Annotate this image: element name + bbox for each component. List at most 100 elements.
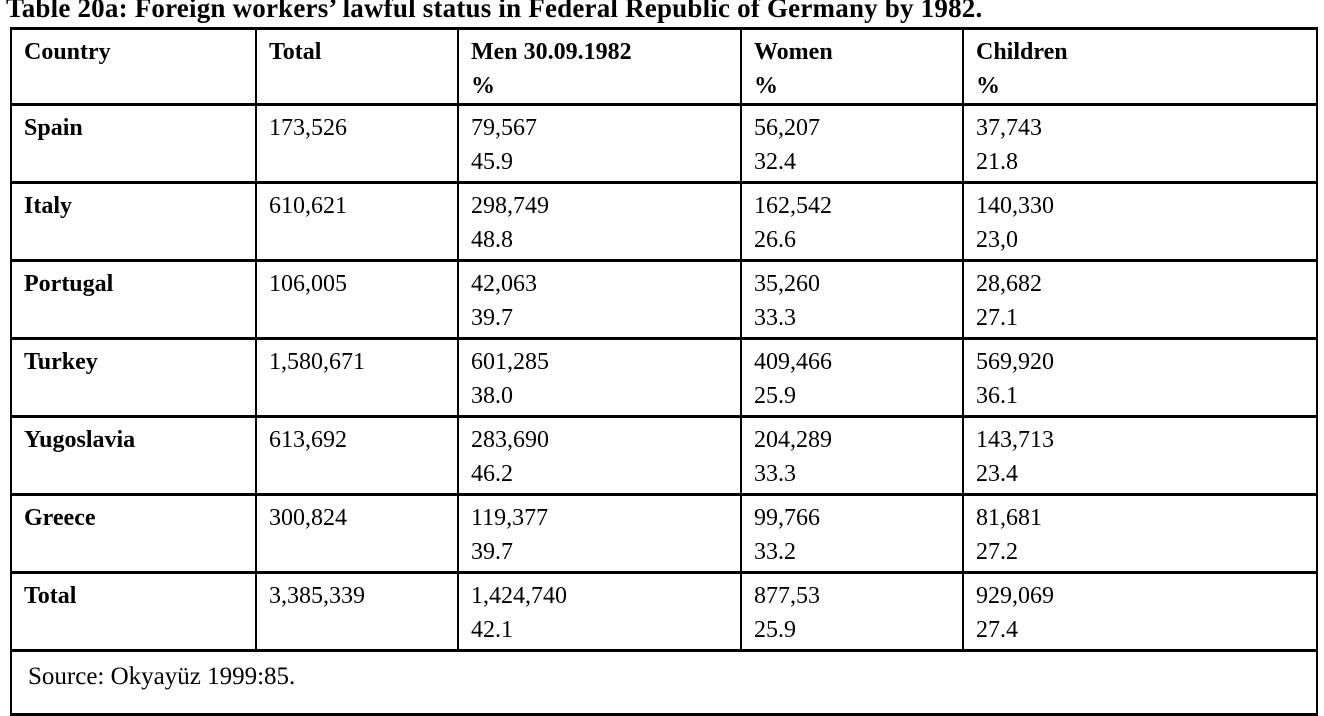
header-cell-country: Country bbox=[10, 27, 257, 106]
cell-total: 1,580,671 bbox=[255, 337, 459, 418]
cell-children: 143,713 23.4 bbox=[962, 415, 1318, 496]
men-count: 283,690 bbox=[471, 427, 549, 453]
children-count: 81,681 bbox=[976, 505, 1042, 531]
cell-men: 79,567 45.9 bbox=[457, 103, 742, 184]
children-pct: 27.4 bbox=[976, 617, 1018, 643]
header-cell-children: Children % bbox=[962, 27, 1318, 106]
men-pct: 46.2 bbox=[471, 461, 513, 487]
workers-table: Country Total Men 30.09.1982 % Women % C… bbox=[10, 27, 1318, 716]
men-pct: 48.8 bbox=[471, 227, 513, 253]
cell-women: 56,207 32.4 bbox=[740, 103, 964, 184]
men-count: 601,285 bbox=[471, 349, 549, 375]
header-men-percent-label: % bbox=[471, 73, 495, 99]
children-pct: 21.8 bbox=[976, 149, 1018, 175]
cell-children: 28,682 27.1 bbox=[962, 259, 1318, 340]
men-count: 79,567 bbox=[471, 115, 537, 141]
header-men-label: Men 30.09.1982 bbox=[471, 39, 632, 65]
cell-men: 1,424,740 42.1 bbox=[457, 571, 742, 652]
cell-country: Yugoslavia bbox=[10, 415, 257, 496]
header-women-percent-label: % bbox=[754, 73, 778, 99]
men-pct: 39.7 bbox=[471, 539, 513, 565]
table-row: Portugal 106,005 42,063 39.7 35,260 33.3… bbox=[10, 259, 1318, 340]
women-pct: 32.4 bbox=[754, 149, 796, 175]
men-pct: 42.1 bbox=[471, 617, 513, 643]
header-children-label: Children bbox=[976, 39, 1068, 65]
cell-children: 81,681 27.2 bbox=[962, 493, 1318, 574]
women-pct: 25.9 bbox=[754, 617, 796, 643]
cell-country: Turkey bbox=[10, 337, 257, 418]
header-cell-total: Total bbox=[255, 27, 459, 106]
cell-men: 42,063 39.7 bbox=[457, 259, 742, 340]
children-pct: 36.1 bbox=[976, 383, 1018, 409]
cell-total: 300,824 bbox=[255, 493, 459, 574]
women-count: 409,466 bbox=[754, 349, 832, 375]
table-row: Spain 173,526 79,567 45.9 56,207 32.4 37… bbox=[10, 103, 1318, 184]
cell-total: 613,692 bbox=[255, 415, 459, 496]
cell-men: 298,749 48.8 bbox=[457, 181, 742, 262]
cell-men: 119,377 39.7 bbox=[457, 493, 742, 574]
table-row: Greece 300,824 119,377 39.7 99,766 33.2 … bbox=[10, 493, 1318, 574]
children-count: 37,743 bbox=[976, 115, 1042, 141]
cell-children: 929,069 27.4 bbox=[962, 571, 1318, 652]
men-count: 298,749 bbox=[471, 193, 549, 219]
header-cell-men: Men 30.09.1982 % bbox=[457, 27, 742, 106]
table-row: Italy 610,621 298,749 48.8 162,542 26.6 … bbox=[10, 181, 1318, 262]
cell-country: Greece bbox=[10, 493, 257, 574]
women-count: 56,207 bbox=[754, 115, 820, 141]
children-pct: 27.1 bbox=[976, 305, 1018, 331]
cell-women: 35,260 33.3 bbox=[740, 259, 964, 340]
children-count: 28,682 bbox=[976, 271, 1042, 297]
women-count: 162,542 bbox=[754, 193, 832, 219]
cell-men: 601,285 38.0 bbox=[457, 337, 742, 418]
cell-children: 569,920 36.1 bbox=[962, 337, 1318, 418]
cell-country: Spain bbox=[10, 103, 257, 184]
table-header-row: Country Total Men 30.09.1982 % Women % C… bbox=[10, 27, 1318, 106]
cell-country: Italy bbox=[10, 181, 257, 262]
table-title: Table 20a: Foreign workers’ lawful statu… bbox=[6, 0, 983, 23]
cell-children: 140,330 23,0 bbox=[962, 181, 1318, 262]
cell-women: 204,289 33.3 bbox=[740, 415, 964, 496]
men-pct: 45.9 bbox=[471, 149, 513, 175]
men-count: 42,063 bbox=[471, 271, 537, 297]
table-row: Yugoslavia 613,692 283,690 46.2 204,289 … bbox=[10, 415, 1318, 496]
women-pct: 26.6 bbox=[754, 227, 796, 253]
children-pct: 27.2 bbox=[976, 539, 1018, 565]
women-pct: 33.2 bbox=[754, 539, 796, 565]
children-pct: 23,0 bbox=[976, 227, 1018, 253]
header-women-label: Women bbox=[754, 39, 833, 65]
cell-men: 283,690 46.2 bbox=[457, 415, 742, 496]
children-pct: 23.4 bbox=[976, 461, 1018, 487]
cell-women: 99,766 33.2 bbox=[740, 493, 964, 574]
cell-women: 409,466 25.9 bbox=[740, 337, 964, 418]
women-count: 204,289 bbox=[754, 427, 832, 453]
cell-total: 610,621 bbox=[255, 181, 459, 262]
children-count: 929,069 bbox=[976, 583, 1054, 609]
cell-country: Portugal bbox=[10, 259, 257, 340]
children-count: 143,713 bbox=[976, 427, 1054, 453]
cell-total: 3,385,339 bbox=[255, 571, 459, 652]
women-pct: 33.3 bbox=[754, 461, 796, 487]
men-count: 1,424,740 bbox=[471, 583, 567, 609]
children-count: 140,330 bbox=[976, 193, 1054, 219]
men-pct: 38.0 bbox=[471, 383, 513, 409]
cell-country: Total bbox=[10, 571, 257, 652]
table-total-row: Total 3,385,339 1,424,740 42.1 877,53 25… bbox=[10, 571, 1318, 652]
header-cell-women: Women % bbox=[740, 27, 964, 106]
men-count: 119,377 bbox=[471, 505, 549, 531]
cell-women: 877,53 25.9 bbox=[740, 571, 964, 652]
table-row: Turkey 1,580,671 601,285 38.0 409,466 25… bbox=[10, 337, 1318, 418]
children-count: 569,920 bbox=[976, 349, 1054, 375]
cell-women: 162,542 26.6 bbox=[740, 181, 964, 262]
source-note: Source: Okyayüz 1999:85. bbox=[10, 649, 1318, 716]
cell-children: 37,743 21.8 bbox=[962, 103, 1318, 184]
cell-total: 173,526 bbox=[255, 103, 459, 184]
women-count: 877,53 bbox=[754, 583, 820, 609]
table-source-row: Source: Okyayüz 1999:85. bbox=[10, 649, 1318, 716]
cell-total: 106,005 bbox=[255, 259, 459, 340]
men-pct: 39.7 bbox=[471, 305, 513, 331]
women-count: 35,260 bbox=[754, 271, 820, 297]
document-page: Table 20a: Foreign workers’ lawful statu… bbox=[6, 0, 1318, 716]
women-count: 99,766 bbox=[754, 505, 820, 531]
header-children-percent-label: % bbox=[976, 73, 1000, 99]
women-pct: 25.9 bbox=[754, 383, 796, 409]
